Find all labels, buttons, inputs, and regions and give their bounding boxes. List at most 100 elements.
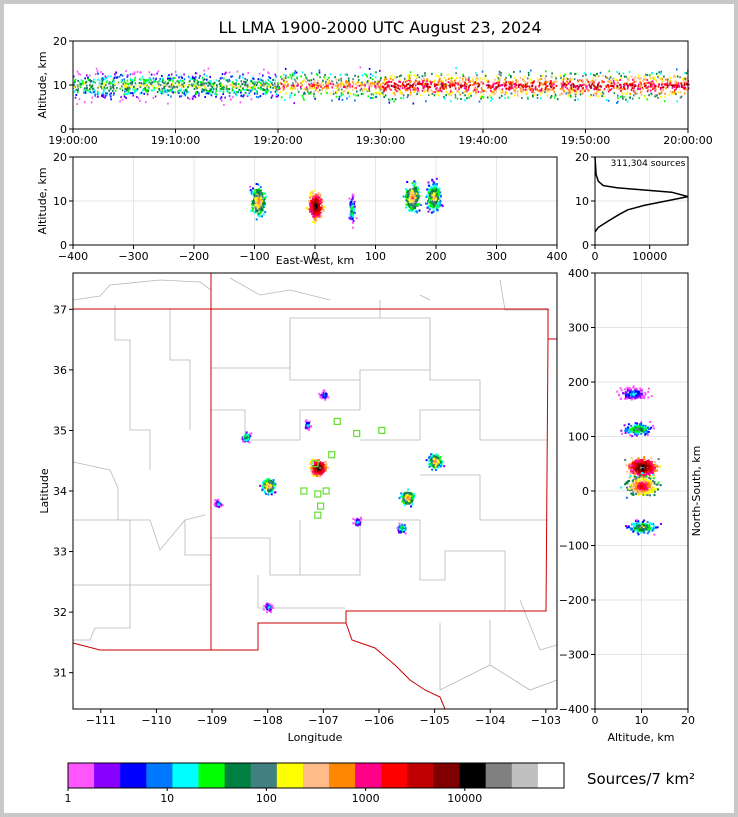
source-pixel (324, 396, 327, 399)
source-pixel (414, 193, 417, 195)
source-pixel (639, 88, 641, 90)
source-pixel (658, 83, 660, 86)
source-pixel (497, 77, 500, 80)
source-pixel (315, 87, 318, 89)
source-pixel (683, 77, 686, 80)
source-pixel (447, 77, 450, 80)
source-pixel (252, 200, 255, 203)
source-pixel (644, 85, 646, 88)
source-pixel (299, 86, 302, 88)
source-pixel (553, 96, 556, 99)
source-pixel (309, 84, 311, 87)
source-pixel (579, 79, 581, 82)
source-pixel (662, 89, 664, 92)
source-pixel (424, 83, 426, 85)
source-pixel (98, 85, 100, 88)
source-pixel (433, 463, 436, 466)
source-pixel (425, 202, 427, 205)
source-pixel (435, 193, 438, 196)
source-pixel (583, 72, 586, 75)
source-pixel (315, 195, 318, 198)
source-pixel (655, 79, 658, 82)
source-pixel (626, 100, 629, 103)
source-pixel (283, 73, 285, 76)
source-pixel (398, 525, 401, 528)
source-pixel (255, 201, 257, 204)
source-pixel (313, 84, 315, 87)
source-pixel (415, 190, 418, 193)
source-pixel (546, 94, 549, 97)
source-pixel (608, 86, 610, 89)
source-pixel (445, 84, 448, 86)
source-pixel (647, 81, 650, 84)
source-pixel (218, 82, 221, 85)
source-pixel (332, 93, 335, 95)
source-pixel (478, 100, 481, 103)
source-pixel (397, 87, 400, 90)
source-pixel (329, 92, 331, 95)
source-pixel (345, 80, 347, 83)
source-pixel (340, 92, 343, 95)
source-pixel (496, 75, 498, 78)
source-pixel (350, 198, 353, 201)
source-pixel (126, 79, 129, 82)
source-pixel (545, 75, 547, 78)
source-pixel (670, 76, 672, 79)
source-pixel (150, 83, 153, 86)
source-pixel (203, 84, 205, 87)
source-pixel (93, 89, 95, 91)
source-pixel (648, 81, 651, 84)
source-pixel (168, 77, 170, 80)
source-pixel (356, 522, 359, 525)
source-pixel (460, 86, 462, 89)
source-pixel (318, 71, 321, 74)
source-pixel (522, 90, 525, 93)
source-pixel (408, 74, 411, 77)
source-pixel (543, 81, 546, 84)
source-pixel (400, 492, 403, 495)
source-pixel (540, 78, 542, 81)
source-pixel (313, 82, 315, 84)
source-pixel (669, 81, 672, 84)
source-pixel (258, 215, 261, 218)
source-pixel (354, 87, 356, 89)
source-pixel (629, 92, 631, 95)
source-pixel (161, 80, 164, 83)
source-pixel (562, 86, 564, 89)
source-pixel (270, 480, 273, 482)
source-pixel (319, 473, 322, 476)
source-pixel (447, 81, 450, 84)
source-pixel (544, 77, 546, 80)
source-pixel (517, 86, 520, 89)
source-pixel (588, 82, 591, 85)
source-pixel (318, 472, 321, 475)
source-pixel (566, 91, 569, 94)
source-pixel (134, 76, 136, 79)
y-tick-label: 20 (575, 151, 589, 164)
source-pixel (131, 83, 133, 86)
source-pixel (100, 71, 102, 74)
source-pixel (412, 102, 415, 105)
source-pixel (114, 89, 117, 92)
source-pixel (409, 189, 412, 192)
source-pixel (541, 75, 544, 78)
source-pixel (244, 84, 246, 86)
source-pixel (645, 73, 647, 76)
source-pixel (411, 195, 414, 198)
source-pixel (206, 75, 208, 78)
source-pixel (584, 88, 587, 91)
source-pixel (377, 91, 380, 94)
source-pixel (316, 207, 319, 210)
source-pixel (430, 196, 433, 199)
source-pixel (112, 93, 115, 96)
source-pixel (172, 83, 174, 86)
source-pixel (520, 90, 523, 93)
source-pixel (185, 93, 187, 96)
source-pixel (361, 82, 363, 85)
source-pixel (188, 98, 191, 101)
source-pixel (497, 85, 500, 88)
source-pixel (347, 77, 350, 80)
source-pixel (229, 83, 232, 86)
source-pixel (256, 189, 259, 191)
source-pixel (393, 92, 395, 95)
